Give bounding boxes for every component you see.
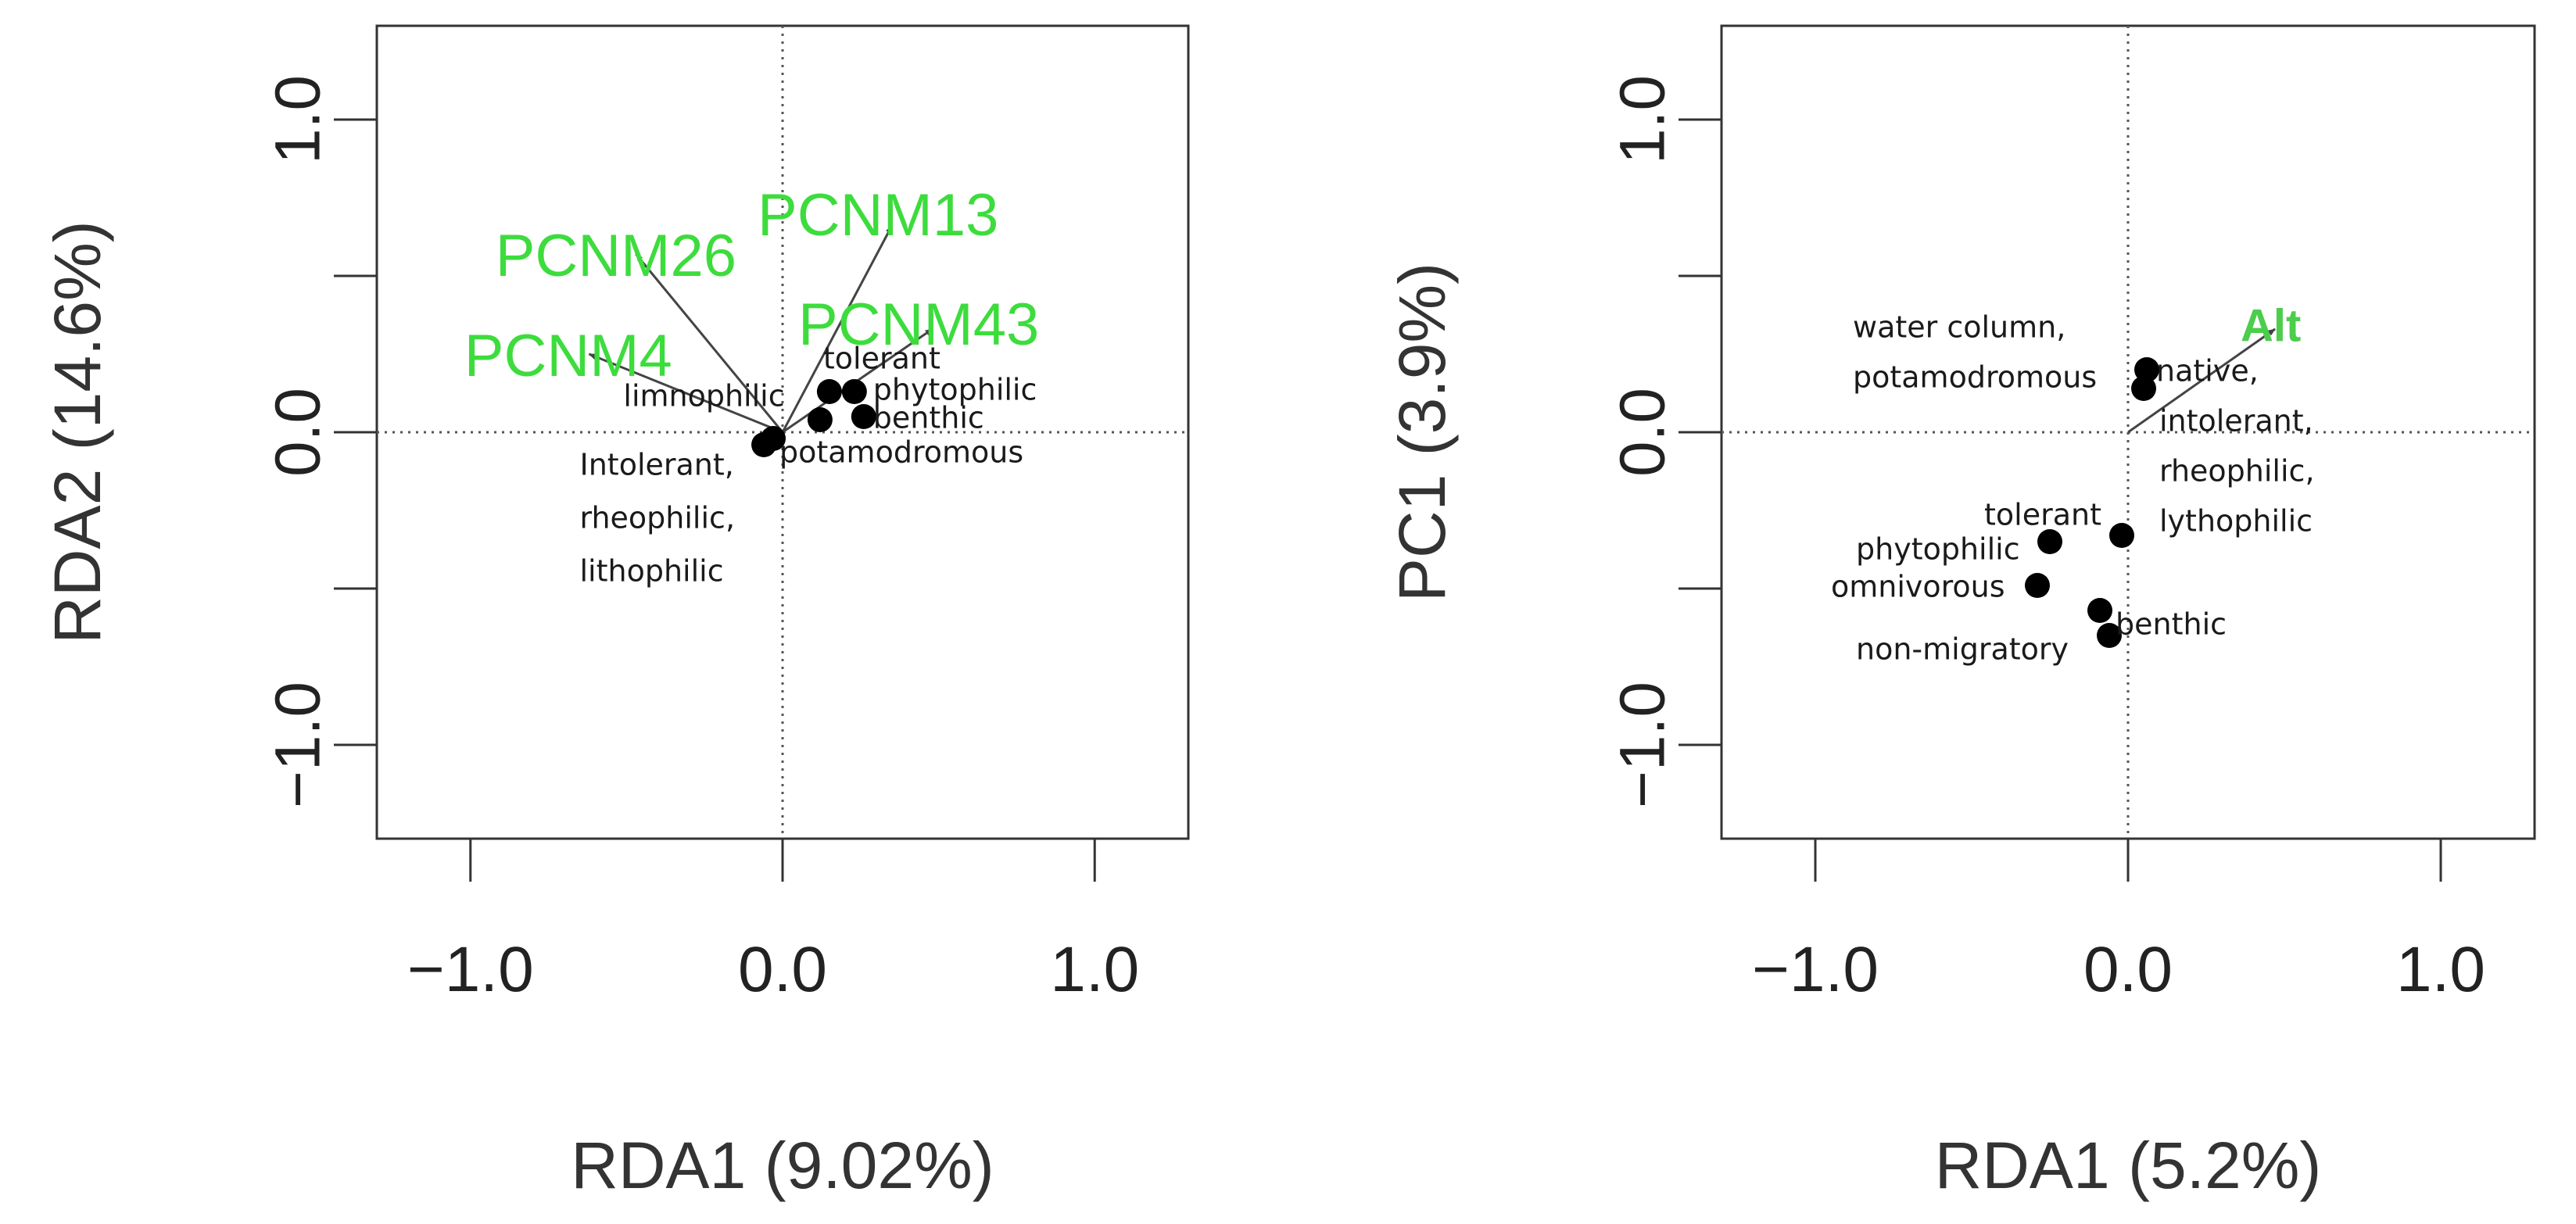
left-x-axis-title: RDA1 (9.02%) (571, 1129, 994, 1202)
right-data-point (2037, 529, 2062, 554)
right-vectors (2127, 327, 2276, 434)
left-data-point (807, 407, 833, 432)
right-point-label: tolerant (1984, 498, 2101, 532)
right-y-tick-label: 0.0 (1607, 388, 1679, 477)
right-point-labels: water column, potamodromous native, intoler… (1831, 310, 2315, 667)
right-x-ticks: −1.0 0.0 1.0 (1752, 839, 2485, 1005)
right-point-label: rheophilic, (2159, 454, 2315, 489)
right-point-label: non-migratory (1856, 632, 2069, 667)
left-vector-label-pcnm4: PCNM4 (464, 323, 672, 389)
right-points (2025, 357, 2159, 648)
right-data-point (2025, 573, 2050, 598)
right-data-point (2109, 523, 2134, 548)
left-point-label: phytophilic (873, 373, 1037, 407)
left-data-point (851, 404, 876, 429)
left-point-labels: tolerant limnophilic phytophilicbenthicpot… (580, 342, 1037, 589)
right-point-label: intolerant, (2159, 404, 2313, 438)
left-point-label: potamodromous (779, 435, 1023, 470)
right-data-point (2087, 598, 2112, 623)
right-data-point (2097, 623, 2122, 648)
left-points (751, 379, 876, 457)
left-x-tick-label: 1.0 (1050, 934, 1139, 1005)
left-point-label: rheophilic, (580, 501, 736, 535)
left-panel: −1.0 0.0 1.0 −1.0 0.0 1.0 tolerant limnophili… (41, 24, 1190, 1202)
right-point-label: omnivorous (1831, 570, 2005, 604)
right-x-tick-label: −1.0 (1752, 934, 1879, 1005)
right-point-label: water column, (1853, 310, 2065, 345)
left-data-point (761, 426, 786, 451)
right-point-label: potamodromous (1853, 360, 2097, 395)
right-x-tick-label: 0.0 (2083, 934, 2173, 1005)
right-y-axis-title: PC1 (3.9%) (1385, 263, 1459, 602)
left-point-label: lithophilic (580, 554, 724, 589)
left-vector-arrow-pcnm4 (588, 353, 783, 434)
right-y-ticks: −1.0 0.0 1.0 (1607, 75, 1722, 808)
left-vector-label-pcnm43: PCNM43 (798, 292, 1039, 358)
left-x-ticks: −1.0 0.0 1.0 (407, 839, 1139, 1005)
right-point-label: lythophilic (2159, 504, 2313, 539)
left-point-label: Intolerant, (580, 448, 734, 482)
right-y-tick-label: 1.0 (1607, 75, 1679, 164)
right-point-label: phytophilic (1856, 532, 2020, 567)
right-vector-labels: Alt (2241, 300, 2301, 351)
left-y-axis-title: RDA2 (14.6%) (41, 220, 114, 644)
right-vector-label-alt: Alt (2241, 300, 2301, 351)
left-point-label: limnophilic (623, 379, 784, 413)
left-vector-arrow-pcnm26 (635, 253, 784, 433)
left-y-tick-label: −1.0 (263, 682, 334, 808)
right-data-point (2131, 376, 2156, 401)
left-vector-label-pcnm26: PCNM26 (496, 223, 736, 289)
left-vector-label-pcnm13: PCNM13 (758, 182, 998, 249)
left-vector-labels: PCNM26 PCNM13 PCNM4 PCNM43 (464, 182, 1039, 389)
right-point-label: benthic (2116, 607, 2227, 642)
right-x-axis-title: RDA1 (5.2%) (1935, 1129, 2322, 1202)
left-point-label: benthic (873, 401, 984, 435)
left-point-label: tolerant (823, 342, 940, 376)
left-x-tick-label: −1.0 (407, 934, 534, 1005)
left-data-point (816, 379, 842, 404)
left-y-ticks: −1.0 0.0 1.0 (263, 75, 377, 808)
right-x-tick-label: 1.0 (2396, 934, 2485, 1005)
right-data-point (2134, 357, 2159, 382)
right-vector-arrow-alt (2127, 327, 2276, 434)
left-vector-arrow-pcnm13 (781, 225, 894, 433)
left-x-tick-label: 0.0 (738, 934, 827, 1005)
left-y-tick-label: 0.0 (263, 388, 334, 477)
left-y-tick-label: 1.0 (263, 75, 334, 164)
right-y-tick-label: −1.0 (1607, 682, 1679, 808)
right-point-label: native, (2156, 354, 2259, 388)
right-panel: −1.0 0.0 1.0 −1.0 0.0 1.0 water column, potam… (1385, 24, 2536, 1202)
left-data-point (841, 379, 867, 404)
